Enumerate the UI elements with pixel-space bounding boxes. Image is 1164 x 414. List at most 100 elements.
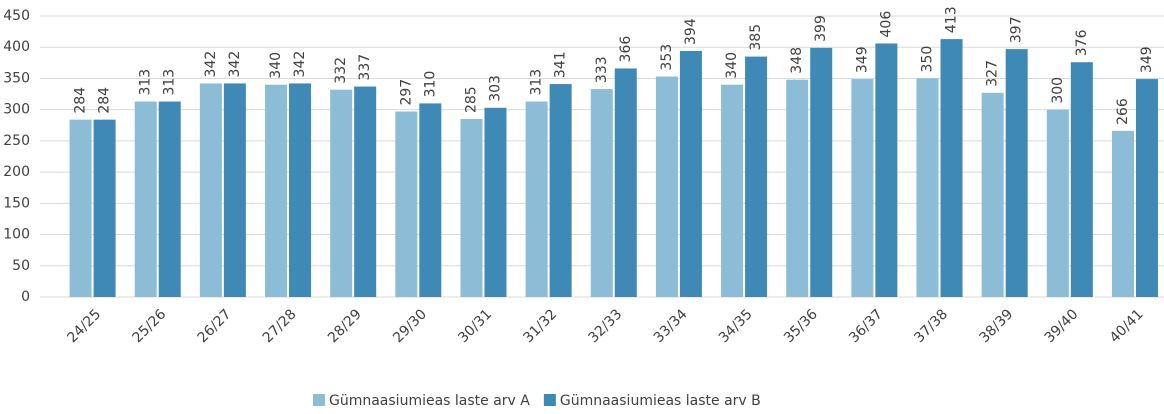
bar: [354, 86, 377, 297]
value-label: 349: [1139, 46, 1155, 73]
y-tick-label: 300: [3, 102, 30, 118]
legend-swatch: [543, 394, 556, 406]
value-label: 313: [162, 69, 178, 96]
value-label: 413: [944, 6, 960, 33]
bar: [484, 107, 507, 297]
bar: [330, 89, 353, 297]
y-tick-label: 400: [3, 39, 30, 55]
bar: [679, 50, 702, 297]
bar: [158, 101, 181, 297]
value-label: 313: [138, 69, 154, 96]
x-tick-label: 30/31: [455, 306, 495, 346]
value-label: 285: [463, 86, 479, 113]
x-tick-label: 38/39: [976, 306, 1016, 346]
value-label: 342: [227, 51, 243, 78]
x-tick-label: 40/41: [1107, 306, 1147, 346]
value-label: 394: [683, 18, 699, 45]
bar: [93, 119, 116, 297]
x-tick-label: 37/38: [911, 306, 951, 346]
value-label: 406: [878, 11, 894, 38]
bar: [721, 84, 744, 297]
y-tick-label: 0: [21, 289, 30, 305]
value-label: 376: [1074, 29, 1090, 56]
y-tick-label: 100: [3, 227, 30, 243]
bar: [786, 79, 809, 298]
value-label: 303: [487, 75, 503, 102]
value-label: 353: [659, 44, 675, 71]
bar: [851, 79, 874, 298]
value-label: 397: [1009, 16, 1025, 43]
x-tick-label: 32/33: [586, 306, 626, 346]
bar: [1111, 130, 1134, 297]
y-tick-label: 250: [3, 133, 30, 149]
value-label: 333: [594, 56, 610, 83]
bar: [395, 111, 418, 297]
value-label: 340: [724, 52, 740, 79]
value-label: 350: [920, 46, 936, 73]
bar: [1070, 62, 1093, 297]
x-tick-label: 27/28: [260, 306, 300, 346]
y-tick-label: 200: [3, 164, 30, 180]
y-tick-label: 350: [3, 70, 30, 86]
bar: [134, 101, 157, 297]
value-label: 385: [748, 24, 764, 51]
value-label: 399: [813, 15, 829, 42]
bar: [981, 92, 1004, 297]
x-tick-label: 36/37: [846, 306, 886, 346]
bar: [549, 84, 572, 297]
legend-label: Gümnaasiumieas laste arv A: [329, 393, 530, 409]
y-tick-label: 450: [3, 8, 30, 24]
value-label: 284: [97, 87, 113, 114]
x-tick-label: 31/32: [520, 306, 560, 346]
value-label: 337: [357, 54, 373, 81]
bar: [614, 68, 637, 297]
value-label: 342: [203, 51, 219, 78]
x-tick-label: 28/29: [325, 306, 365, 346]
x-tick-label: 33/34: [651, 306, 691, 346]
bar: [875, 43, 898, 297]
legend-label: Gümnaasiumieas laste arv B: [560, 393, 761, 409]
y-tick-label: 50: [12, 258, 30, 274]
bar: [69, 119, 92, 297]
bar: [1135, 79, 1158, 298]
bar: [745, 56, 768, 297]
y-tick-label: 150: [3, 195, 30, 211]
value-label: 366: [618, 36, 634, 63]
bar: [419, 103, 442, 297]
value-label: 313: [529, 69, 545, 96]
x-tick-label: 35/36: [781, 306, 821, 346]
bar: [916, 78, 939, 297]
value-label: 332: [333, 57, 349, 84]
value-label: 340: [268, 52, 284, 79]
bar: [289, 83, 312, 297]
bar: [265, 84, 288, 297]
bar: [1046, 109, 1069, 298]
bar: [940, 39, 963, 298]
value-label: 349: [854, 46, 870, 73]
x-tick-label: 39/40: [1042, 306, 1082, 346]
value-label: 297: [398, 79, 414, 106]
value-label: 266: [1115, 98, 1131, 125]
value-label: 348: [789, 47, 805, 74]
bar: [810, 47, 833, 298]
x-tick-label: 34/35: [716, 306, 756, 346]
x-tick-label: 26/27: [195, 306, 235, 346]
bar: [223, 83, 246, 297]
x-tick-label: 24/25: [64, 306, 104, 346]
legend-swatch: [313, 394, 325, 406]
bar: [460, 119, 483, 298]
x-tick-label: 29/30: [390, 306, 430, 346]
bar: [525, 101, 548, 297]
value-label: 284: [73, 87, 89, 114]
value-label: 300: [1050, 77, 1066, 104]
x-tick-label: 25/26: [130, 306, 170, 346]
bar: [655, 76, 678, 298]
value-label: 341: [553, 51, 569, 78]
value-label: 342: [292, 51, 308, 78]
bar: [1005, 49, 1028, 298]
bar: [199, 83, 222, 297]
bar: [590, 89, 613, 297]
value-label: 310: [422, 71, 438, 98]
value-label: 327: [985, 60, 1001, 87]
